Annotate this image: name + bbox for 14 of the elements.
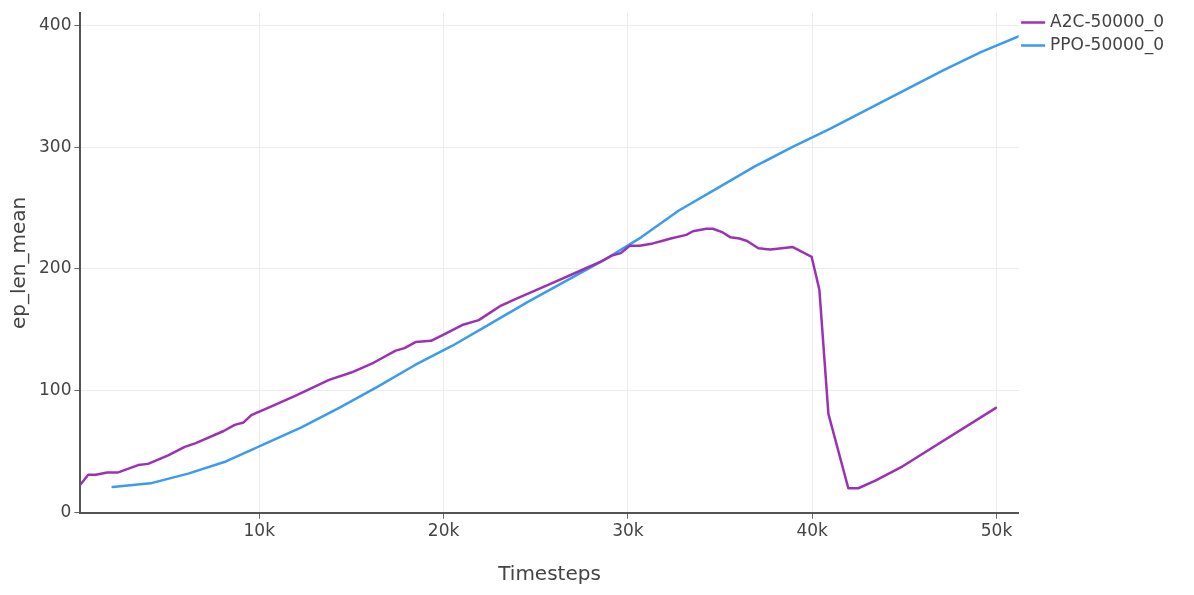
- x-tick-label: 40k: [796, 520, 829, 541]
- y-axis-title: ep_len_mean: [6, 196, 31, 330]
- y-tick-label: 100: [38, 379, 72, 400]
- legend-label: PPO-50000_0: [1050, 33, 1164, 55]
- legend-label: A2C-50000_0: [1050, 10, 1164, 32]
- x-tick-label: 50k: [980, 520, 1013, 541]
- y-tick-label: 300: [38, 135, 72, 156]
- y-tick-label: 0: [60, 501, 72, 522]
- y-tick-label: 400: [38, 13, 72, 34]
- x-tick-label: 30k: [612, 520, 644, 541]
- y-tick-label: 200: [38, 257, 72, 278]
- x-tick-label: 10k: [243, 520, 276, 541]
- x-axis-title: Timesteps: [497, 561, 601, 586]
- x-tick-label: 20k: [427, 520, 460, 541]
